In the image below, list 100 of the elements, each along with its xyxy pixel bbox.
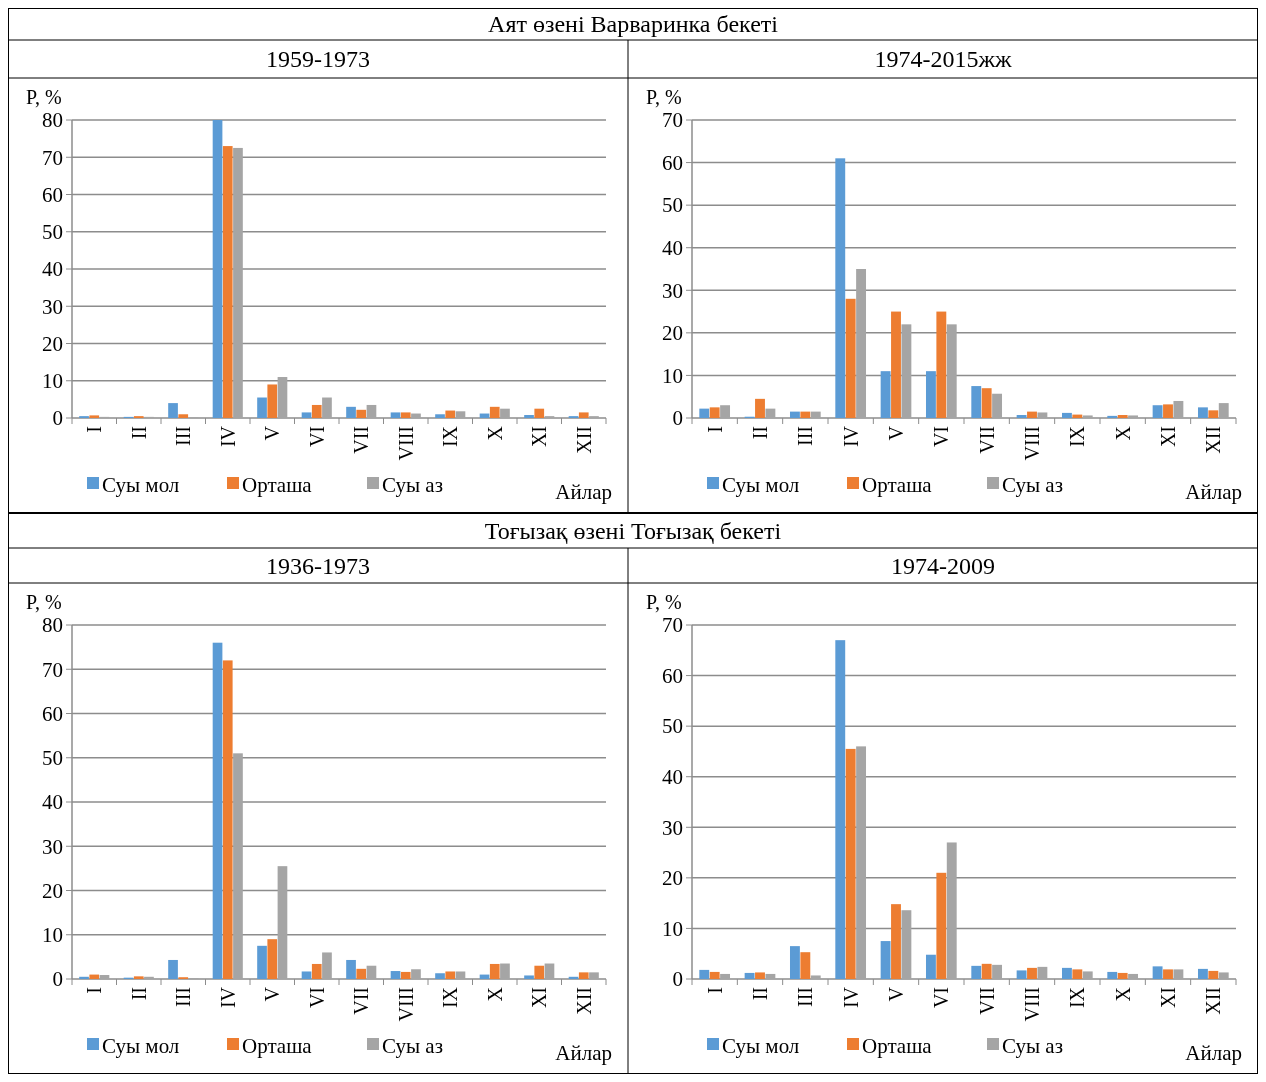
- x-tick-label: XII: [1202, 987, 1225, 1015]
- bar: [699, 969, 710, 979]
- bar: [133, 976, 144, 979]
- bar: [880, 941, 891, 979]
- bar: [891, 904, 901, 979]
- bar: [168, 959, 178, 979]
- y-tick-label: 0: [52, 967, 63, 992]
- bar: [455, 971, 466, 979]
- bar: [1163, 969, 1173, 979]
- x-tick-label: VIII: [394, 987, 417, 1022]
- bar: [925, 371, 936, 418]
- x-tick-label: XI: [1157, 426, 1179, 448]
- y-tick-label: 30: [42, 294, 63, 319]
- legend-label: Орташа: [242, 473, 313, 498]
- y-axis-title: P, %: [26, 591, 62, 613]
- bar: [222, 660, 233, 979]
- y-tick-label: 40: [662, 236, 683, 261]
- bar: [880, 371, 891, 418]
- bar: [366, 965, 377, 979]
- legend-label: Суы аз: [1002, 1034, 1063, 1059]
- x-tick-label: IV: [216, 986, 239, 1009]
- bar: [1061, 967, 1072, 979]
- y-tick-label: 20: [662, 321, 683, 346]
- x-tick-label: IV: [216, 425, 239, 448]
- x-tick-label: XII: [572, 426, 595, 454]
- bar: [1173, 969, 1184, 979]
- x-axis-title: Айлар: [1185, 480, 1242, 504]
- bar: [981, 388, 992, 418]
- bar: [524, 415, 534, 418]
- y-tick-label: 50: [42, 220, 63, 245]
- bar: [435, 973, 445, 979]
- bar: [222, 146, 233, 418]
- bar: [489, 963, 500, 979]
- y-axis-title: P, %: [646, 86, 682, 108]
- bar: [946, 842, 957, 979]
- bar: [267, 939, 278, 979]
- bar: [936, 311, 947, 418]
- bar: [534, 408, 545, 418]
- x-tick-label: VIII: [394, 426, 417, 461]
- bar: [524, 975, 534, 979]
- bar: [925, 954, 936, 979]
- x-tick-label: IV: [839, 425, 862, 448]
- bar: [445, 971, 456, 979]
- bar: [709, 971, 720, 979]
- bar: [744, 972, 755, 979]
- y-tick-label: 70: [662, 613, 683, 638]
- legend-label: Суы мол: [722, 473, 800, 498]
- bar: [810, 411, 821, 418]
- bar: [1152, 405, 1163, 418]
- bar: [1016, 970, 1027, 979]
- x-tick-label: VII: [350, 426, 373, 454]
- x-tick-label: XI: [528, 426, 551, 448]
- y-tick-label: 10: [42, 369, 63, 394]
- y-tick-label: 10: [662, 916, 683, 941]
- x-tick-label: I: [703, 987, 726, 994]
- x-tick-label: VII: [350, 987, 373, 1015]
- y-tick-label: 70: [42, 145, 63, 170]
- bar: [810, 975, 821, 979]
- x-tick-label: IX: [439, 986, 462, 1009]
- y-tick-label: 70: [662, 108, 683, 133]
- bar: [301, 971, 312, 979]
- bar: [720, 405, 731, 418]
- x-tick-label: II: [749, 987, 771, 1001]
- bar: [1082, 971, 1093, 979]
- bar: [435, 414, 445, 418]
- bar: [891, 311, 901, 418]
- x-tick-label: IX: [1066, 986, 1089, 1009]
- bar: [578, 412, 589, 418]
- bar: [1163, 404, 1173, 418]
- y-tick-label: 60: [662, 663, 683, 688]
- bar: [89, 415, 100, 418]
- bar: [589, 972, 599, 979]
- bar: [534, 965, 545, 979]
- bar: [89, 974, 100, 979]
- bar: [1197, 407, 1208, 418]
- bar: [946, 324, 957, 418]
- bar: [992, 964, 1003, 979]
- bar: [765, 973, 776, 979]
- legend-label: Суы мол: [102, 473, 180, 498]
- x-axis-title: Айлар: [555, 480, 612, 504]
- bar: [1037, 412, 1048, 418]
- x-tick-label: IX: [1066, 425, 1089, 448]
- x-tick-label: VI: [305, 987, 328, 1009]
- chart-subtitle: 1959-1973: [266, 46, 370, 73]
- bar: [1128, 415, 1139, 418]
- legend-label: Суы аз: [382, 1034, 443, 1059]
- bar: [981, 963, 992, 979]
- legend-label: Орташа: [862, 473, 933, 498]
- bar: [366, 404, 377, 418]
- bar: [699, 408, 710, 418]
- bar: [346, 959, 356, 979]
- y-axis-title: P, %: [26, 86, 62, 108]
- bar: [99, 975, 110, 979]
- x-tick-label: I: [83, 426, 106, 433]
- bar: [709, 407, 720, 418]
- bar: [1061, 412, 1072, 418]
- y-tick-label: 0: [672, 967, 683, 992]
- x-tick-label: XI: [1157, 987, 1179, 1009]
- bar: [835, 158, 846, 418]
- y-tick-label: 50: [42, 746, 63, 771]
